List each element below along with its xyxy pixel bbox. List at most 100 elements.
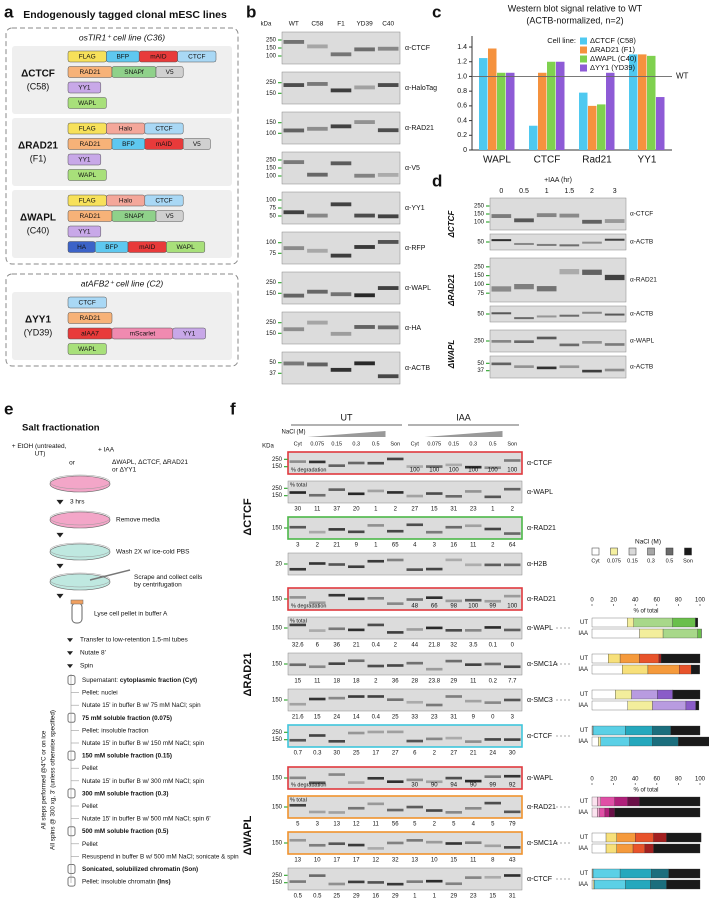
stacked-segment [625, 725, 653, 736]
y-tick-label: 0.2 [457, 132, 467, 139]
item-part: Pellet [82, 803, 98, 810]
band [387, 457, 404, 461]
band [559, 314, 580, 317]
percent-value: 56 [392, 822, 399, 828]
item-part: Pellet: insoluble chromatin [82, 878, 157, 885]
antibody-label: α-RFP [405, 245, 426, 252]
stacked-segment [605, 843, 617, 854]
x-tick-label: YY1 [638, 155, 657, 166]
percent-value: 43 [509, 858, 516, 864]
band [426, 809, 443, 812]
band [465, 465, 482, 469]
blot [281, 31, 401, 65]
stacked-segment [679, 664, 692, 675]
marker-label: 75 [269, 206, 276, 212]
percent-value: 0.4 [372, 715, 381, 721]
legend-swatch [580, 55, 587, 63]
bar [479, 58, 488, 151]
band [283, 293, 305, 298]
fraction-tube [67, 864, 76, 874]
stacked-segment [695, 700, 700, 711]
band [289, 525, 306, 529]
marker-label: 100 [266, 240, 277, 246]
band [309, 601, 326, 605]
antibody-label: α-V5 [405, 165, 420, 172]
domain-label: CTCF [155, 198, 172, 205]
band [309, 562, 326, 565]
percent-value: 36 [392, 679, 399, 685]
band [514, 340, 534, 344]
item-part: Pellet [82, 765, 98, 772]
bar-condition-label: UT [580, 835, 588, 841]
domain [67, 169, 107, 181]
antibody-label: α-RAD21 [405, 125, 434, 132]
fraction-label: Cyt [294, 441, 303, 447]
stacked-segment [647, 664, 680, 675]
marker-label: 150 [266, 291, 277, 297]
band [309, 493, 326, 497]
step: Scrape and collect cells by centrifugati… [134, 574, 204, 588]
stacked-segment [633, 617, 673, 628]
fraction-label: 0.075 [427, 441, 441, 447]
percent-value: 15 [489, 894, 496, 900]
degradation-value: 100 [449, 468, 460, 474]
band [307, 289, 328, 294]
percent-value: 0.7 [294, 751, 303, 757]
band [283, 40, 305, 44]
stacked-segment [597, 807, 600, 818]
band [354, 85, 375, 90]
stacked-segment [609, 807, 615, 818]
percent-value: 13 [411, 858, 418, 864]
stacked-segment [653, 843, 701, 854]
bar [638, 54, 647, 150]
lane-label: F1 [337, 21, 345, 28]
time-label: 1.5 [564, 188, 574, 195]
band [504, 563, 521, 567]
percent-value: 11 [314, 679, 321, 685]
protocol-item: 500 mM soluble fraction (0.5) [82, 828, 168, 835]
percent-value: 17 [372, 751, 379, 757]
domain-label: BFP [116, 54, 129, 61]
time-label: 0 [499, 188, 503, 195]
marker-label: 250 [266, 280, 277, 286]
bar [497, 72, 506, 150]
domain [67, 296, 107, 309]
bar [597, 104, 606, 150]
band [367, 881, 384, 884]
band [289, 838, 306, 842]
item-part: Sonicated, solubilized chromatin (Son) [82, 866, 198, 873]
step: Spin [80, 663, 93, 670]
percent-value: 24 [333, 715, 340, 721]
antibody-label: α-RAD21 [527, 596, 556, 603]
band [367, 461, 384, 465]
stacked-segment [670, 725, 701, 736]
band [406, 739, 423, 743]
axis-label: % of total [633, 788, 658, 794]
percent-value: 3 [316, 822, 320, 828]
band [354, 173, 375, 178]
marker-label: 50 [477, 240, 484, 246]
domain-label: Halo [119, 126, 133, 133]
dish [49, 475, 111, 493]
stacked-segment [591, 700, 628, 711]
legend-label: ΔWAPL (C40) [590, 54, 637, 63]
band [307, 172, 328, 177]
band [604, 219, 625, 223]
fraction-tube [67, 750, 76, 761]
protocol-item: Nutate 15' in buffer B w/ 300 mM NaCl; s… [82, 777, 205, 784]
fraction-label: Son [390, 441, 400, 447]
domain-label: BFP [105, 244, 118, 251]
marker-label: 100 [266, 54, 277, 60]
band [504, 594, 521, 598]
band [504, 532, 521, 535]
bar-condition-label: IAA [578, 703, 588, 709]
band [377, 286, 399, 290]
band [536, 213, 557, 218]
domain [67, 343, 107, 355]
percent-value: 13 [333, 822, 340, 828]
domain [67, 225, 102, 238]
legend-swatch [684, 547, 692, 556]
band [491, 214, 512, 218]
antibody-label: α-CTCF [405, 45, 430, 52]
blot [287, 516, 523, 540]
